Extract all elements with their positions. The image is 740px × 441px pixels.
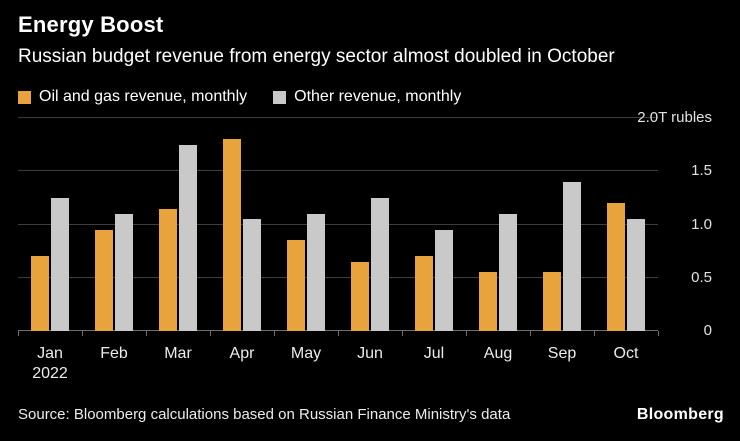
gridline [18, 170, 658, 172]
x-axis-tick [402, 331, 403, 336]
x-tick-label-apr: Apr [210, 344, 274, 384]
bar-group-sep [530, 118, 594, 331]
y-tick-label: 1.5 [691, 162, 712, 180]
bar [607, 203, 625, 331]
bar [543, 272, 561, 331]
bar [115, 213, 133, 331]
bar [563, 181, 581, 331]
month-label: Feb [100, 345, 128, 362]
month-label: Sep [547, 345, 577, 362]
bar-group-feb [82, 118, 146, 331]
gridline [18, 117, 658, 118]
x-tick-label-jun: Jun [338, 344, 402, 384]
x-tick-label-jan: Jan 2022 [18, 344, 82, 384]
bar [243, 219, 261, 331]
x-axis-tick [82, 331, 83, 336]
legend-item-oil-and-gas: Oil and gas revenue, monthly [18, 88, 247, 106]
x-tick-label-aug: Aug [466, 344, 530, 384]
x-axis-tick [658, 331, 659, 336]
bar [179, 144, 197, 331]
bar [435, 229, 453, 331]
month-label: Aug [483, 345, 513, 362]
month-label: Mar [164, 345, 192, 362]
month-label: May [290, 345, 322, 362]
x-axis-tick [338, 331, 339, 336]
x-axis-tick [594, 331, 595, 336]
bar [95, 229, 113, 331]
legend-item-other-revenue: Other revenue, monthly [273, 88, 461, 106]
month-label: Jul [423, 345, 445, 362]
x-axis-tick [466, 331, 467, 336]
legend-label-other-revenue: Other revenue, monthly [294, 88, 462, 105]
y-tick-label: 0.5 [691, 268, 712, 286]
gridline [18, 223, 658, 225]
legend-swatch-oil-and-gas [18, 90, 31, 104]
month-label: Jun [357, 345, 383, 362]
x-tick-label-oct: Oct [594, 344, 658, 384]
x-axis-tick [530, 331, 531, 336]
y-tick-label: 1.0 [691, 215, 712, 233]
bar-group-jan [18, 118, 82, 331]
bar [499, 213, 517, 331]
x-axis-tick [210, 331, 211, 336]
month-label: Oct [613, 345, 639, 362]
bar-group-may [274, 118, 338, 331]
x-axis-tick [146, 331, 147, 336]
bar [223, 139, 241, 331]
bar [627, 219, 645, 331]
bar [159, 208, 177, 331]
x-tick-label-jul: Jul [402, 344, 466, 384]
month-label: Jan [37, 345, 63, 362]
legend-swatch-other-revenue [273, 90, 287, 104]
x-tick-label-sep: Sep [530, 344, 594, 384]
bar [51, 197, 69, 331]
bar-group-jun [338, 118, 402, 331]
bar-group-apr [210, 118, 274, 331]
year-label: 2022 [32, 365, 68, 382]
x-axis-labels: Jan 2022 Feb Mar Apr May Jun Jul Aug Sep Oct [18, 344, 658, 384]
bar [307, 213, 325, 331]
month-label: Apr [229, 345, 255, 362]
source-note: Source: Bloomberg calculations based on … [18, 406, 511, 423]
x-tick-label-feb: Feb [82, 344, 146, 384]
x-axis-baseline [18, 330, 658, 331]
bar-group-mar [146, 118, 210, 331]
legend: Oil and gas revenue, monthly Other reven… [18, 88, 461, 106]
legend-label-oil-and-gas: Oil and gas revenue, monthly [39, 88, 248, 105]
bar [479, 272, 497, 331]
x-tick-label-may: May [274, 344, 338, 384]
bar [371, 197, 389, 331]
bar [31, 256, 49, 331]
x-axis-tick [18, 331, 19, 336]
gridline [18, 276, 658, 278]
bars-layer [18, 118, 658, 331]
bar [287, 240, 305, 331]
bar [351, 261, 369, 331]
bar-group-jul [402, 118, 466, 331]
y-tick-label: 0 [703, 322, 712, 339]
bloomberg-logo: Bloomberg [636, 406, 724, 423]
x-axis-tick [274, 331, 275, 336]
plot-area [18, 117, 659, 336]
bar [415, 256, 433, 331]
x-tick-label-mar: Mar [146, 344, 210, 384]
chart-subtitle: Russian budget revenue from energy secto… [18, 46, 615, 67]
chart-title: Energy Boost [18, 12, 164, 37]
bar-group-oct [594, 118, 658, 331]
y-axis-unit-label: 2.0T rubles [637, 109, 712, 126]
bar-group-aug [466, 118, 530, 331]
